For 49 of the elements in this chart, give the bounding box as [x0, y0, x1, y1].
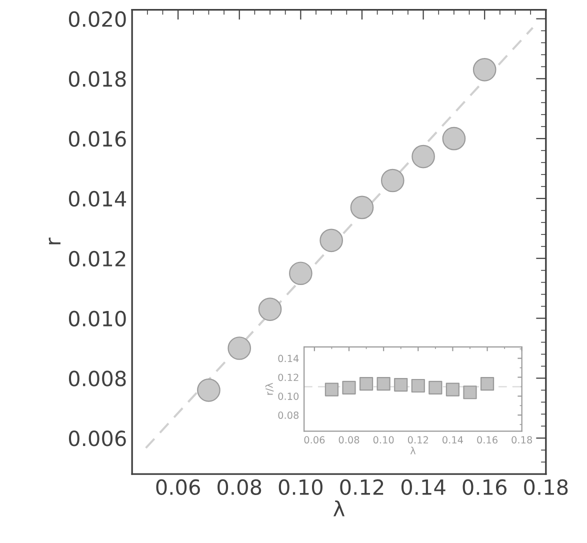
point — [380, 168, 404, 192]
point — [411, 378, 425, 393]
x-tick-label: 0.18 — [524, 479, 568, 496]
x-tick-label: 0.12 — [340, 479, 384, 496]
y-tick-label: 0.016 — [68, 131, 126, 147]
y-tick-label: 0.08 — [278, 412, 299, 419]
x-axis-title: λ — [333, 500, 345, 516]
y-tick-label: 0.014 — [68, 190, 126, 207]
x-tick-label: 0.08 — [338, 436, 360, 444]
x-axis-title: λ — [410, 446, 416, 454]
x-tick-label: 0.06 — [156, 479, 200, 496]
x-tick-label: 0.16 — [462, 479, 506, 496]
y-tick-label: 0.008 — [68, 370, 126, 386]
point — [442, 126, 466, 150]
point — [446, 382, 460, 396]
y-axis-title: r/λ — [265, 382, 274, 395]
x-tick-label: 0.16 — [477, 436, 498, 444]
point — [320, 228, 343, 252]
point — [412, 144, 435, 168]
point — [376, 377, 390, 391]
x-tick-label: 0.14 — [401, 479, 446, 496]
point — [350, 196, 374, 220]
point — [480, 377, 494, 391]
y-tick-label: 0.10 — [278, 392, 299, 400]
point — [324, 382, 339, 396]
point — [472, 58, 496, 82]
y-tick-label: 0.012 — [68, 250, 126, 267]
y-axis-title: r — [48, 238, 60, 244]
x-tick-label: 0.06 — [304, 436, 325, 444]
x-tick-label: 0.10 — [373, 436, 394, 444]
y-tick-label: 0.020 — [68, 11, 126, 27]
x-tick-label: 0.14 — [442, 436, 463, 444]
point — [394, 378, 408, 392]
x-tick-label: 0.12 — [408, 436, 428, 444]
y-tick-label: 0.018 — [68, 71, 126, 87]
y-tick-label: 0.006 — [68, 430, 126, 446]
point — [428, 380, 442, 394]
point — [228, 336, 252, 360]
y-tick-label: 0.14 — [278, 354, 299, 362]
y-tick-label: 0.010 — [68, 310, 126, 326]
y-tick-label: 0.12 — [278, 374, 298, 382]
point — [258, 298, 282, 321]
point — [197, 378, 220, 402]
point — [342, 380, 356, 394]
point — [463, 386, 477, 400]
x-tick-label: 0.18 — [512, 436, 532, 444]
point — [359, 377, 374, 391]
x-tick-label: 0.08 — [218, 479, 262, 496]
point — [289, 262, 312, 286]
